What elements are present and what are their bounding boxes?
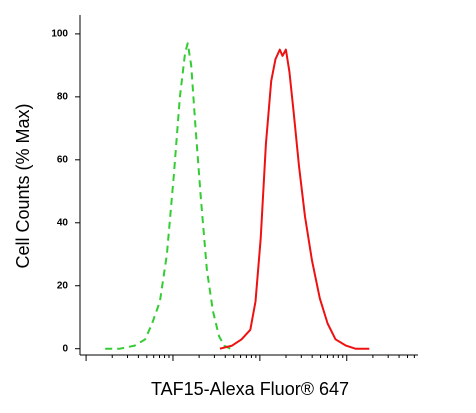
y-tick-label: 40 [57, 217, 69, 228]
y-tick-label: 100 [51, 29, 68, 40]
y-tick-label: 80 [57, 91, 69, 102]
y-axis-title: Cell Counts (% Max) [13, 103, 33, 268]
series-line [105, 42, 231, 350]
y-tick-label: 60 [57, 154, 69, 165]
x-axis-title: TAF15-Alexa Fluor® 647 [151, 379, 349, 399]
series-line [219, 48, 370, 350]
y-tick-label: 0 [62, 343, 68, 354]
y-tick-label: 20 [57, 280, 69, 291]
